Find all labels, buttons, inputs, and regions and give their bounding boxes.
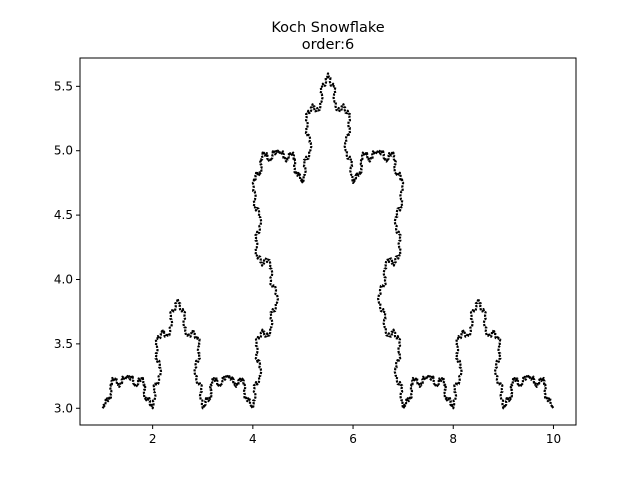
x-tick-label: 10 bbox=[546, 432, 561, 446]
x-tick-label: 6 bbox=[349, 432, 357, 446]
chart-subtitle: order:6 bbox=[302, 37, 355, 53]
x-tick-label: 2 bbox=[149, 432, 157, 446]
y-tick-label: 4.5 bbox=[54, 208, 73, 222]
y-tick-label: 5.0 bbox=[54, 144, 73, 158]
y-tick-label: 5.5 bbox=[54, 79, 73, 93]
koch-curve-line bbox=[101, 72, 555, 410]
y-axis: 3.0 3.5 4.0 4.5 5.0 5.5 bbox=[54, 79, 80, 415]
chart-title: Koch Snowflake bbox=[271, 20, 384, 36]
plot-area-frame bbox=[79, 57, 577, 426]
y-tick-label: 3.5 bbox=[54, 337, 73, 351]
y-tick-label: 3.0 bbox=[54, 401, 73, 415]
x-tick-label: 8 bbox=[449, 432, 457, 446]
y-tick-label: 4.0 bbox=[54, 272, 73, 286]
series-layer bbox=[101, 72, 555, 410]
x-axis: 2 4 6 8 10 bbox=[149, 425, 561, 446]
x-tick-label: 4 bbox=[249, 432, 257, 446]
